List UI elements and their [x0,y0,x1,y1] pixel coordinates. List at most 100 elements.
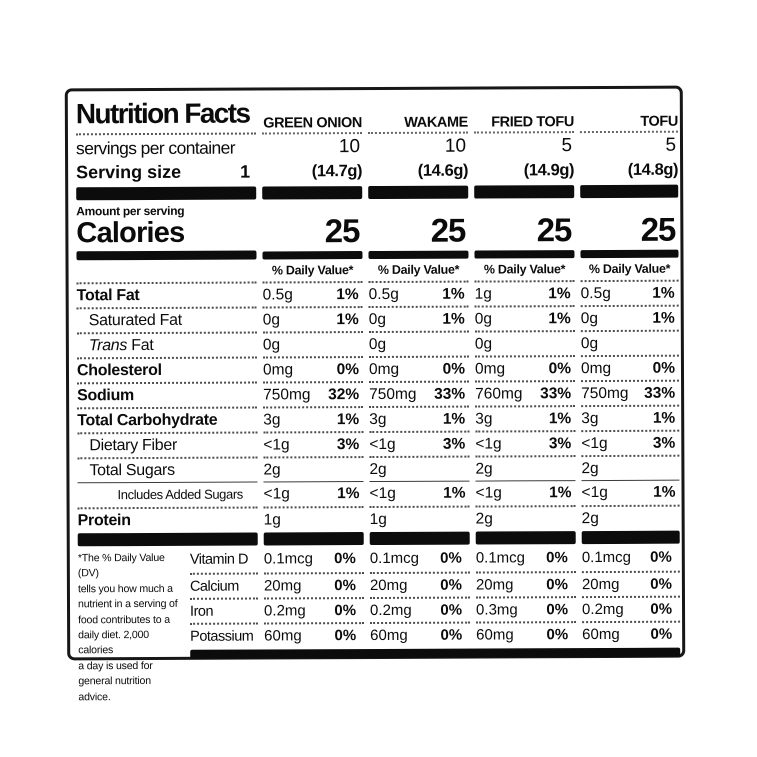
nutrient-name: Trans Fat [76,331,257,358]
nutrient-percent: 1% [443,484,466,502]
nutrient-row: Cholesterol 0mg 0% 0mg 0% 0mg 0% 0mg 0% [76,354,680,383]
nutrient-percent: 0% [548,360,572,378]
vitamin-percent: 0% [334,602,357,620]
nutrient-value-cell: 0g [580,329,679,356]
daily-value-header-row: % Daily Value* % Daily Value* % Daily Valu… [77,258,679,283]
nutrient-value-cell: 0mg 0% [368,355,470,382]
vitamin-value-cell: 0.1mcg 0% [264,547,364,572]
nutrient-percent: 0% [442,360,466,378]
nutrient-name: Includes Added Sugars [77,481,258,508]
nutrient-percent: 3% [336,436,360,454]
vitamin-amount: 0.3mg [475,601,518,619]
vitamin-value-cell: 0.3mg 0% [475,596,577,622]
nutrient-value-cell: 2g [581,454,680,481]
vitamin-amount: 20mg [581,575,620,594]
servings-per-container-label: servings per container [75,137,236,159]
vitamin-name: Calcium [189,572,258,598]
divider-bar [368,185,469,200]
nutrient-value-cell: 0g 1% [580,304,679,331]
servings-per-container-value: 10 [444,135,467,157]
vitamin-value-cell: 60mg 0% [370,621,471,648]
nutrient-amount: 0g [368,310,387,329]
calories-cell: 25 [368,199,469,260]
nutrient-name-italic: Trans [88,337,128,355]
serving-size-weight: (14.9g) [523,161,575,180]
nutrient-percent: 3% [548,435,572,453]
divider-bar [263,532,364,546]
vitamin-amount: 60mg [476,626,514,644]
nutrient-amount: 750mg [369,385,417,404]
nutrient-amount: 3g [581,410,599,428]
protein-divider-bars [77,530,680,547]
nutrient-percent: 33% [540,385,572,403]
nutrient-percent: 1% [336,311,359,329]
vitamin-percent: 0% [546,601,569,619]
serving-size-weight: (14.7g) [311,162,363,181]
nutrient-amount: <1g [263,485,290,503]
nutrient-amount: 0g [580,335,599,353]
nutrient-name: Saturated Fat [76,306,257,333]
nutrient-amount: 3g [263,411,281,429]
calories-block: Amount per serving Calories [76,200,257,261]
vitamin-percent: 0% [546,576,568,594]
nutrient-percent: 1% [336,411,360,429]
nutrient-value-cell: 2g [263,456,364,482]
vitamin-amount: 0.1mcg [475,549,526,567]
nutrient-percent: 1% [336,286,359,304]
nutrient-name: Dietary Fiber [77,431,258,458]
nutrient-row: Trans Fat 0g 0g 0g 0g [76,329,679,358]
nutrient-name: Protein [77,506,258,533]
vitamin-amount: 0.2mg [264,602,306,620]
nutrient-amount: 1g [369,510,387,529]
nutrient-value-cell: <1g 3% [369,430,470,457]
nutrient-value-cell: 2g [581,504,680,531]
calories-cell: 25 [474,198,575,259]
product-column-header: TOFU 5 (14.8g) [579,93,678,183]
vitamin-value-cell: 20mg 0% [475,571,576,597]
nutrient-name: Total Fat [76,281,257,308]
nutrient-amount: 0g [368,335,387,354]
nutrient-value-cell: 0g 1% [368,305,469,332]
nutrition-facts-title: Nutrition Facts [75,95,256,136]
product-column-header: WAKAME 10 (14.6g) [367,94,468,184]
nutrient-amount: 2g [263,461,281,479]
nutrient-row: Total Carbohydrate 3g 1% 3g 1% 3g 1% 3g 1% [77,404,680,433]
vitamin-name: Vitamin D [189,551,248,568]
nutrient-percent: 32% [328,386,360,404]
vitamin-value-cell: 20mg 0% [369,571,470,598]
vitamin-value-cell: 0.1mcg 0% [370,547,470,572]
nutrient-percent: 1% [548,310,571,328]
nutrient-value-cell: 0.5g 1% [262,281,363,307]
nutrient-value-cell: 3g 1% [475,405,576,431]
nutrient-value-cell: 0.5g 1% [580,279,679,306]
nutrient-amount: 2g [581,460,599,478]
nutrient-amount: <1g [369,484,396,503]
product-name: WAKAME [367,94,468,135]
nutrient-percent: 1% [442,285,465,303]
nutrient-name: Total Sugars [77,456,258,483]
vitamin-amount: 60mg [370,626,408,645]
nutrient-amount: 0g [474,310,493,328]
daily-value-header: % Daily Value* [271,263,354,278]
calories-value: 25 [536,211,572,249]
divider-bar [262,186,363,200]
vitamin-value-cell: 20mg 0% [263,572,364,598]
nutrient-percent: 1% [548,285,571,303]
nutrient-percent: 1% [549,484,572,502]
nutrient-amount: 1g [263,511,281,529]
vitamin-amount: 0.1mcg [581,548,632,567]
nutrient-row: Total Sugars 2g 2g 2g 2g [77,454,680,483]
vitamin-amount: 20mg [263,577,302,595]
nutrient-amount: <1g [581,483,608,502]
calories-value: 25 [324,212,360,250]
vitamin-value-cell: 20mg 0% [581,570,680,597]
nutrient-value-cell: 750mg 33% [369,380,470,407]
title-block: Nutrition Facts servings per container S… [75,95,256,186]
nutrient-value-cell: 750mg 32% [263,381,364,407]
nutrient-value-cell: 750mg 33% [581,379,680,406]
nutrient-percent: 3% [442,435,466,453]
nutrient-value-cell: <1g 1% [581,479,680,506]
vitamin-percent: 0% [334,627,357,645]
nutrient-amount: 3g [369,410,387,429]
divider-bar [76,186,257,201]
